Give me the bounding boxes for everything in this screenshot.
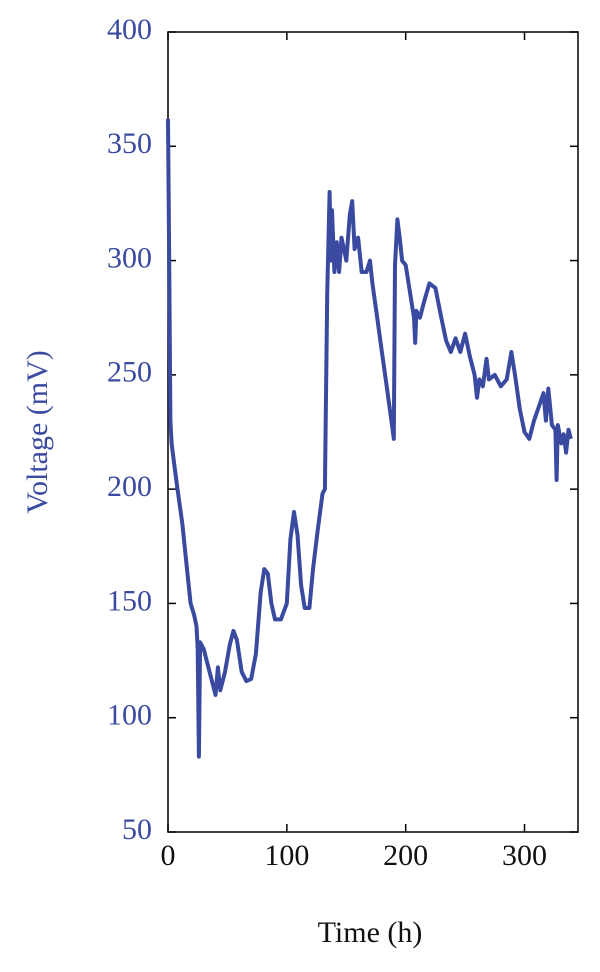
line-series: [166, 118, 573, 759]
y-tick-label: 50: [122, 813, 152, 846]
y-tick-label: 200: [107, 470, 152, 503]
plot-frame: [167, 31, 579, 833]
x-tick-label: 100: [264, 839, 309, 872]
x-axis-label: Time (h): [318, 916, 423, 949]
x-tick-label: 200: [383, 839, 428, 872]
y-tick-label: 150: [107, 584, 152, 617]
y-tick-label: 100: [107, 699, 152, 732]
y-tick-label: 400: [107, 13, 152, 46]
y-tick-label: 250: [107, 356, 152, 389]
x-tick-label: 300: [502, 839, 547, 872]
y-tick-label: 300: [107, 241, 152, 274]
y-axis-label: Voltage (mV): [21, 350, 54, 514]
y-tick-label: 350: [107, 127, 152, 160]
x-tick-label: 0: [161, 839, 176, 872]
